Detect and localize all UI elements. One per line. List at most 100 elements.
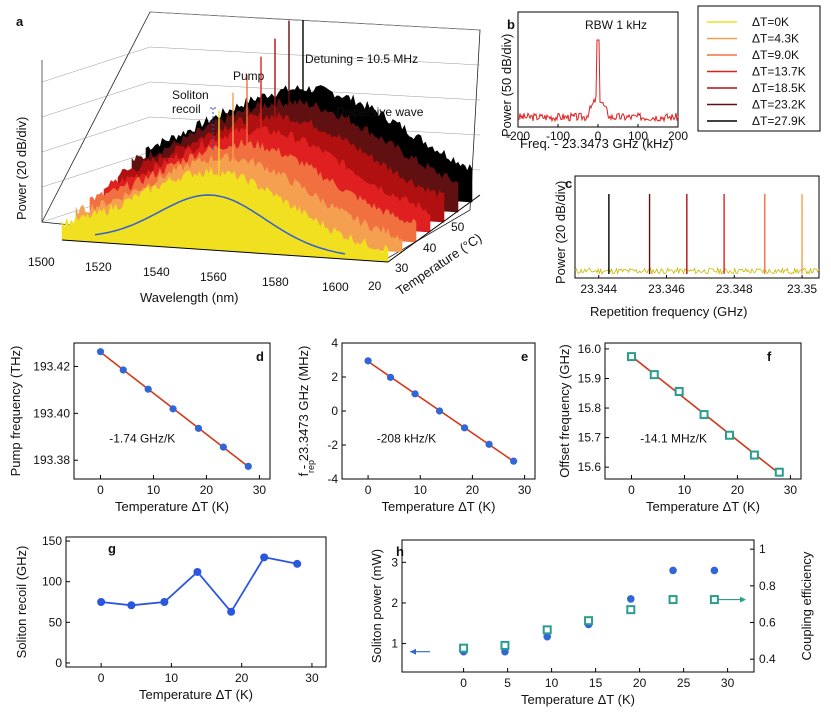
- c-xtick-label: 23.35: [787, 282, 817, 296]
- ytick-label: 15.7: [578, 431, 602, 445]
- a-xtick: 1600: [322, 280, 349, 294]
- data-point: [193, 567, 202, 576]
- a-xtick: 1540: [143, 265, 170, 279]
- data-point: [674, 386, 684, 396]
- ytick-label: 2: [391, 596, 398, 610]
- xtick-label: 0: [628, 483, 635, 497]
- data-point: [227, 607, 236, 616]
- b-title: RBW 1 kHz: [585, 18, 647, 32]
- ytick-label: 193.40: [33, 406, 70, 420]
- xtick-label: 20: [731, 483, 745, 497]
- xlabel: Temperature ΔT (K): [139, 687, 253, 702]
- data-point: [699, 410, 709, 420]
- data-point: [774, 467, 784, 477]
- ylabel: Offset frequency (GHz): [557, 344, 572, 477]
- xtick-label: 0: [97, 483, 104, 497]
- a-xtick: 1500: [28, 255, 55, 269]
- panel-label-a: a: [16, 14, 24, 29]
- ytick-label: 100: [42, 575, 62, 589]
- power-point: [543, 632, 551, 641]
- h-frame: [401, 539, 755, 673]
- panel-d-pump-frequency: 0 10 20 30 193.38 193.40 193.42 -1.74 GHz/K Temp…: [8, 342, 271, 514]
- coupling-point: [542, 625, 552, 635]
- legend-label: ΔT=4.3K: [752, 32, 799, 46]
- data-point: [119, 366, 127, 374]
- dispersive-wave-annotation: Dispersive wave: [336, 105, 424, 119]
- panel-f-offset-frequency: 0 10 20 30 15.6 15.7 15.8 15.9 16.0 -14.1 MHz/K Te…: [557, 342, 802, 514]
- ytick-label: 15.6: [578, 460, 602, 474]
- side-gridline: [41, 81, 151, 118]
- panel-label-e: e: [521, 349, 528, 364]
- ylabel-subscript: rep: [306, 460, 316, 473]
- c-xtick-label: 23.348: [716, 282, 753, 296]
- legend-box: [697, 5, 821, 132]
- c-xlabel: Repetition frequency (GHz): [590, 304, 748, 319]
- panel-label-d: d: [256, 349, 264, 364]
- spectrum-0: [61, 166, 389, 263]
- power-point: [627, 595, 635, 603]
- b-xtick-label: 0: [595, 129, 602, 143]
- xtick-label: 0: [98, 671, 105, 685]
- xtick-label: 10: [165, 671, 179, 685]
- power-point: [669, 566, 677, 575]
- xtick-label: 0: [365, 483, 372, 497]
- a-xlabel: Wavelength (nm): [140, 290, 239, 305]
- side-gridline: [41, 46, 151, 83]
- c-frame: [574, 175, 820, 279]
- ytick-label: -2: [327, 438, 338, 452]
- ytick-label: 193.38: [33, 453, 70, 467]
- y2tick-label: 0.4: [759, 652, 776, 666]
- c-xtick-label: 23.346: [648, 282, 685, 296]
- xtick-label: 25: [677, 676, 691, 690]
- b-xlabel: Freq. - 23.3473 GHz (kHz): [520, 136, 673, 151]
- panel-label-f: f: [767, 349, 772, 364]
- data-point: [260, 553, 269, 562]
- a-ztick: 20: [368, 279, 382, 293]
- y2tick-label: 0.8: [759, 579, 776, 593]
- data-point: [97, 598, 106, 606]
- ylabel: Pump frequency (THz): [8, 346, 23, 477]
- xtick-label: 20: [633, 676, 647, 690]
- xtick-label: 10: [414, 483, 428, 497]
- xlabel: Temperature ΔT (K): [521, 692, 635, 707]
- panel-e-rep-frequency: 0 10 20 30 -4 -2 0 2 4 -208 kHz/K Temperature ΔT (…: [296, 336, 536, 514]
- left-axis-arrowhead: [410, 648, 416, 655]
- data-point: [293, 559, 302, 568]
- data-point: [749, 450, 759, 460]
- wavelength-axis: [61, 239, 389, 263]
- slope-annotation: -14.1 MHz/K: [640, 431, 707, 445]
- ytick-label: 1: [391, 637, 398, 651]
- xtick-label: 0: [460, 676, 467, 690]
- xtick-label: 10: [147, 483, 161, 497]
- ytick-label: 193.42: [33, 359, 70, 373]
- b-xtick-label: 200: [668, 129, 688, 143]
- panel-d-frame: [73, 342, 271, 480]
- b-xtick-label: -100: [546, 129, 570, 143]
- sech-fit-curve: [94, 194, 346, 255]
- xtick-label: 10: [678, 483, 692, 497]
- a-ztick: 40: [423, 241, 437, 255]
- power-point: [710, 566, 719, 575]
- legend-label: ΔT=9.0K: [752, 48, 799, 62]
- xtick-label: 5: [504, 676, 511, 690]
- panel-b-beatnote: RBW 1 kHz Freq. - 23.3473 GHz (kHz) Powe…: [499, 11, 688, 151]
- xtick-label: 30: [721, 676, 735, 690]
- data-point: [144, 385, 152, 393]
- data-point: [649, 370, 659, 380]
- ytick-label: 4: [331, 336, 338, 350]
- slope-annotation: -1.74 GHz/K: [109, 431, 175, 445]
- xlabel: Temperature ΔT (K): [646, 499, 760, 514]
- ytick-label: 16.0: [578, 342, 602, 356]
- detuning-annotation: Detuning = 10.5 MHz: [305, 52, 418, 66]
- b-xtick-label: 100: [628, 129, 648, 143]
- panel-label-g: g: [108, 541, 116, 556]
- spectra-stack: [61, 20, 473, 263]
- data-point: [386, 373, 395, 381]
- data-point: [244, 462, 252, 470]
- side-gridline: [41, 151, 151, 188]
- back-gridline: [149, 11, 481, 31]
- data-point: [485, 440, 493, 448]
- y2label: Coupling efficiency: [799, 551, 814, 660]
